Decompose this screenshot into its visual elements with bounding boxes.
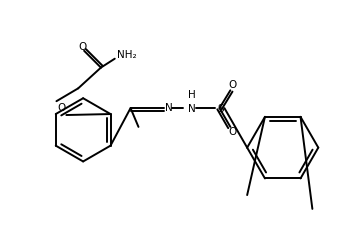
Text: N: N <box>188 104 196 114</box>
Text: O: O <box>78 42 86 52</box>
Text: NH₂: NH₂ <box>117 50 136 60</box>
Text: O: O <box>57 103 65 113</box>
Text: O: O <box>228 80 236 90</box>
Text: O: O <box>228 127 236 137</box>
Text: S: S <box>217 104 224 114</box>
Text: N: N <box>165 103 173 113</box>
Text: H: H <box>188 90 196 100</box>
